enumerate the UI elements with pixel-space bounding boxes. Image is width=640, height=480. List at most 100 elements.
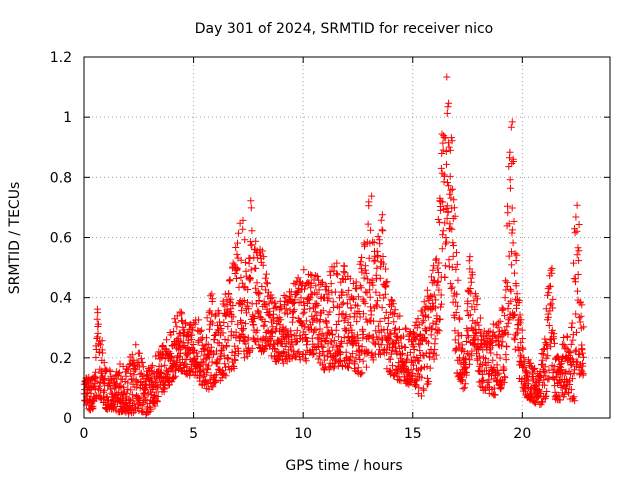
data-point (99, 379, 107, 387)
data-point (297, 319, 305, 327)
data-point (430, 355, 438, 363)
data-point (439, 198, 447, 206)
data-point (446, 172, 454, 180)
data-point (423, 286, 431, 294)
data-point (207, 317, 215, 325)
y-tick-label: 0.6 (50, 231, 72, 247)
data-point (293, 338, 300, 346)
data-point (359, 325, 367, 333)
data-point (232, 244, 240, 251)
data-point (205, 353, 213, 361)
data-point (175, 329, 183, 337)
data-point (94, 309, 102, 317)
data-point (435, 286, 443, 294)
data-point (205, 362, 213, 370)
data-point (255, 297, 263, 304)
data-point (448, 137, 456, 145)
data-point (561, 369, 569, 377)
data-point (106, 382, 114, 390)
data-point (248, 227, 256, 235)
data-point (356, 347, 364, 355)
data-point (456, 315, 464, 323)
data-point (558, 366, 566, 374)
data-point (437, 291, 445, 299)
data-point (275, 356, 282, 364)
data-point (232, 328, 240, 336)
data-point (241, 236, 249, 244)
data-point (208, 319, 216, 327)
data-point (491, 391, 499, 399)
data-point (396, 312, 404, 320)
data-point (416, 347, 424, 355)
data-point (393, 369, 401, 377)
data-point (577, 312, 585, 320)
data-point (195, 316, 203, 324)
data-point (571, 366, 578, 374)
data-point (252, 264, 260, 272)
data-point (318, 342, 326, 350)
data-point (248, 241, 256, 249)
data-point (330, 364, 338, 372)
data-point (278, 355, 286, 363)
data-point (132, 365, 139, 373)
data-point (290, 306, 298, 314)
data-point (567, 361, 575, 369)
data-point (206, 325, 213, 333)
data-point (474, 295, 481, 303)
data-point (364, 275, 372, 283)
data-point (575, 314, 583, 322)
data-point (446, 224, 454, 232)
data-point (241, 320, 249, 328)
data-point (294, 349, 302, 357)
data-point (222, 372, 230, 380)
data-point (101, 374, 109, 382)
data-point (223, 342, 231, 349)
data-point (466, 311, 474, 319)
data-point (538, 350, 546, 357)
data-point (423, 363, 431, 371)
data-point (243, 352, 251, 360)
data-point (471, 305, 479, 313)
data-point (385, 314, 393, 322)
data-point (349, 294, 357, 302)
data-point (432, 320, 440, 328)
data-point (401, 359, 409, 367)
data-point (453, 260, 461, 268)
data-point (568, 375, 576, 383)
data-point (542, 392, 550, 400)
data-point (358, 369, 366, 377)
data-point (146, 376, 154, 384)
data-point (350, 313, 358, 321)
data-point (286, 292, 294, 300)
data-point (537, 389, 545, 397)
data-point (262, 301, 270, 309)
data-point (561, 343, 569, 351)
data-point (434, 216, 442, 223)
data-point (258, 247, 266, 255)
data-point (547, 300, 555, 308)
data-point (172, 318, 180, 326)
data-point (426, 364, 434, 372)
data-point (431, 304, 439, 312)
data-point (407, 379, 415, 386)
data-point (516, 319, 524, 327)
data-point (196, 328, 204, 335)
data-point (391, 306, 399, 314)
data-point (122, 372, 130, 380)
data-point (206, 307, 214, 315)
data-point (445, 99, 453, 107)
data-point (313, 290, 321, 298)
data-point (395, 339, 403, 347)
data-point (578, 368, 586, 376)
data-point (224, 336, 232, 344)
data-point (441, 219, 449, 227)
data-point (148, 362, 156, 370)
data-point (147, 363, 155, 371)
data-point (339, 299, 347, 307)
y-tick-label: 1 (63, 110, 72, 126)
data-point (437, 206, 445, 214)
data-point (580, 353, 587, 361)
data-point (327, 280, 335, 288)
data-point (439, 146, 447, 154)
data-point (514, 325, 522, 333)
